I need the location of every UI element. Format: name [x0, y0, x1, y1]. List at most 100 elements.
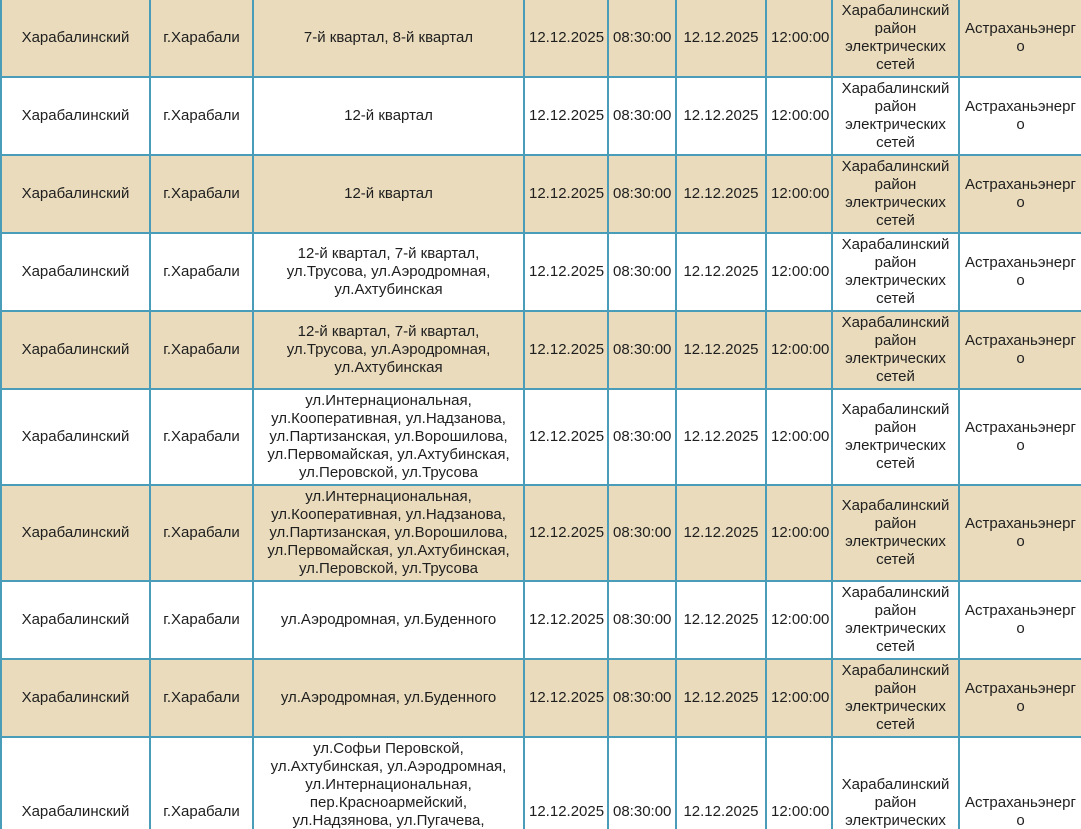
- table-row: Харабалинский г.Харабали 12-й квартал, 7…: [0, 232, 1081, 312]
- network-org-cell: Харабалинский район электрических сетей: [831, 310, 960, 390]
- district-cell: Харабалинский: [0, 154, 151, 234]
- district-cell: Харабалинский: [0, 580, 151, 660]
- streets-cell: 12-й квартал: [252, 76, 525, 156]
- city-cell: г.Харабали: [149, 232, 254, 312]
- end-date-cell: 12.12.2025: [675, 0, 767, 78]
- city-cell: г.Харабали: [149, 76, 254, 156]
- start-date-cell: 12.12.2025: [523, 388, 609, 486]
- network-org-cell: Харабалинский район электрических сетей: [831, 658, 960, 738]
- end-time-cell: 12:00:00: [765, 232, 833, 312]
- city-cell: г.Харабали: [149, 388, 254, 486]
- company-cell: Астраханьэнерго: [958, 310, 1081, 390]
- district-cell: Харабалинский: [0, 0, 151, 78]
- table-row: Харабалинский г.Харабали ул.Аэродромная,…: [0, 580, 1081, 660]
- streets-cell: 12-й квартал, 7-й квартал, ул.Трусова, у…: [252, 232, 525, 312]
- end-date-cell: 12.12.2025: [675, 484, 767, 582]
- streets-cell: 7-й квартал, 8-й квартал: [252, 0, 525, 78]
- end-time-cell: 12:00:00: [765, 658, 833, 738]
- company-cell: Астраханьэнерго: [958, 0, 1081, 78]
- city-cell: г.Харабали: [149, 736, 254, 829]
- streets-cell: ул.Аэродромная, ул.Буденного: [252, 658, 525, 738]
- streets-cell: ул.Интернациональная, ул.Кооперативная, …: [252, 484, 525, 582]
- start-time-cell: 08:30:00: [607, 76, 677, 156]
- network-org-cell: Харабалинский район электрических сетей: [831, 736, 960, 829]
- table-row: Харабалинский г.Харабали 12-й квартал, 7…: [0, 310, 1081, 390]
- streets-cell: ул.Софьи Перовской, ул.Ахтубинская, ул.А…: [252, 736, 525, 829]
- start-time-cell: 08:30:00: [607, 0, 677, 78]
- company-cell: Астраханьэнерго: [958, 76, 1081, 156]
- city-cell: г.Харабали: [149, 154, 254, 234]
- company-cell: Астраханьэнерго: [958, 580, 1081, 660]
- company-cell: Астраханьэнерго: [958, 388, 1081, 486]
- start-time-cell: 08:30:00: [607, 232, 677, 312]
- network-org-cell: Харабалинский район электрических сетей: [831, 154, 960, 234]
- network-org-cell: Харабалинский район электрических сетей: [831, 388, 960, 486]
- network-org-cell: Харабалинский район электрических сетей: [831, 232, 960, 312]
- start-date-cell: 12.12.2025: [523, 232, 609, 312]
- streets-cell: ул.Аэродромная, ул.Буденного: [252, 580, 525, 660]
- start-date-cell: 12.12.2025: [523, 484, 609, 582]
- start-date-cell: 12.12.2025: [523, 580, 609, 660]
- table-row: Харабалинский г.Харабали ул.Софьи Перовс…: [0, 736, 1081, 829]
- table-row: Харабалинский г.Харабали ул.Интернациона…: [0, 388, 1081, 486]
- table-row: Харабалинский г.Харабали 7-й квартал, 8-…: [0, 0, 1081, 78]
- start-time-cell: 08:30:00: [607, 484, 677, 582]
- end-time-cell: 12:00:00: [765, 484, 833, 582]
- table-row: Харабалинский г.Харабали 12-й квартал 12…: [0, 154, 1081, 234]
- table-row: Харабалинский г.Харабали 12-й квартал 12…: [0, 76, 1081, 156]
- city-cell: г.Харабали: [149, 310, 254, 390]
- start-date-cell: 12.12.2025: [523, 736, 609, 829]
- city-cell: г.Харабали: [149, 580, 254, 660]
- start-date-cell: 12.12.2025: [523, 0, 609, 78]
- end-time-cell: 12:00:00: [765, 76, 833, 156]
- streets-cell: ул.Интернациональная, ул.Кооперативная, …: [252, 388, 525, 486]
- city-cell: г.Харабали: [149, 0, 254, 78]
- district-cell: Харабалинский: [0, 232, 151, 312]
- start-time-cell: 08:30:00: [607, 388, 677, 486]
- district-cell: Харабалинский: [0, 736, 151, 829]
- start-time-cell: 08:30:00: [607, 736, 677, 829]
- end-time-cell: 12:00:00: [765, 310, 833, 390]
- table-row: Харабалинский г.Харабали ул.Интернациона…: [0, 484, 1081, 582]
- end-time-cell: 12:00:00: [765, 154, 833, 234]
- end-date-cell: 12.12.2025: [675, 580, 767, 660]
- table-row: Харабалинский г.Харабали ул.Аэродромная,…: [0, 658, 1081, 738]
- start-date-cell: 12.12.2025: [523, 154, 609, 234]
- company-cell: Астраханьэнерго: [958, 154, 1081, 234]
- start-date-cell: 12.12.2025: [523, 76, 609, 156]
- end-date-cell: 12.12.2025: [675, 154, 767, 234]
- streets-cell: 12-й квартал, 7-й квартал, ул.Трусова, у…: [252, 310, 525, 390]
- network-org-cell: Харабалинский район электрических сетей: [831, 0, 960, 78]
- start-time-cell: 08:30:00: [607, 580, 677, 660]
- network-org-cell: Харабалинский район электрических сетей: [831, 484, 960, 582]
- start-time-cell: 08:30:00: [607, 658, 677, 738]
- end-date-cell: 12.12.2025: [675, 388, 767, 486]
- district-cell: Харабалинский: [0, 76, 151, 156]
- company-cell: Астраханьэнерго: [958, 484, 1081, 582]
- district-cell: Харабалинский: [0, 658, 151, 738]
- end-time-cell: 12:00:00: [765, 736, 833, 829]
- company-cell: Астраханьэнерго: [958, 232, 1081, 312]
- network-org-cell: Харабалинский район электрических сетей: [831, 76, 960, 156]
- district-cell: Харабалинский: [0, 484, 151, 582]
- network-org-cell: Харабалинский район электрических сетей: [831, 580, 960, 660]
- streets-cell: 12-й квартал: [252, 154, 525, 234]
- end-time-cell: 12:00:00: [765, 580, 833, 660]
- start-time-cell: 08:30:00: [607, 310, 677, 390]
- start-date-cell: 12.12.2025: [523, 658, 609, 738]
- city-cell: г.Харабали: [149, 484, 254, 582]
- end-date-cell: 12.12.2025: [675, 736, 767, 829]
- end-date-cell: 12.12.2025: [675, 310, 767, 390]
- end-date-cell: 12.12.2025: [675, 232, 767, 312]
- start-time-cell: 08:30:00: [607, 154, 677, 234]
- end-date-cell: 12.12.2025: [675, 658, 767, 738]
- end-time-cell: 12:00:00: [765, 388, 833, 486]
- start-date-cell: 12.12.2025: [523, 310, 609, 390]
- end-date-cell: 12.12.2025: [675, 76, 767, 156]
- city-cell: г.Харабали: [149, 658, 254, 738]
- district-cell: Харабалинский: [0, 310, 151, 390]
- company-cell: Астраханьэнерго: [958, 736, 1081, 829]
